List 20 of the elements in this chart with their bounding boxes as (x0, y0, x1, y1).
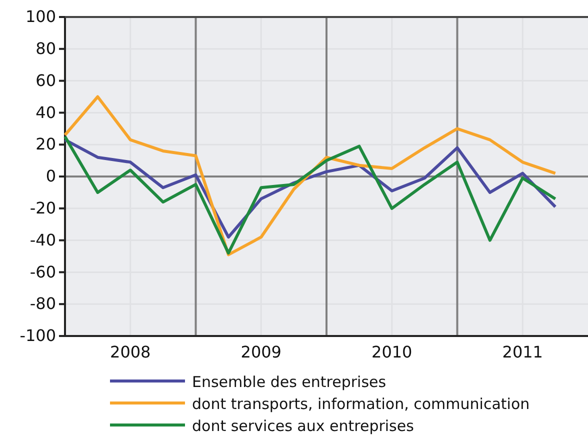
legend-label: Ensemble des entreprises (192, 373, 386, 391)
y-tick-label: 60 (36, 70, 56, 90)
x-tick-label: 2008 (110, 342, 151, 362)
y-tick-label: -40 (30, 230, 56, 250)
line-series (64, 95, 557, 256)
y-tick-label: 20 (36, 134, 56, 154)
line-series (64, 135, 557, 255)
y-tick-label: -100 (20, 326, 56, 346)
y-tick-label: -20 (30, 198, 56, 218)
y-tick-label: -60 (30, 262, 56, 282)
x-tick-label: 2011 (502, 342, 543, 362)
y-tick-label: 100 (25, 7, 56, 26)
y-tick-label: 0 (46, 166, 56, 186)
legend-label: dont transports, information, communication (192, 395, 530, 413)
y-tick-label: 40 (36, 102, 56, 122)
y-tick-label: -80 (30, 294, 56, 314)
x-tick-label: 2010 (372, 342, 412, 362)
y-tick-label: 80 (36, 39, 56, 58)
x-tick-label: 2009 (240, 342, 282, 362)
legend-label: dont services aux entreprises (192, 417, 414, 435)
